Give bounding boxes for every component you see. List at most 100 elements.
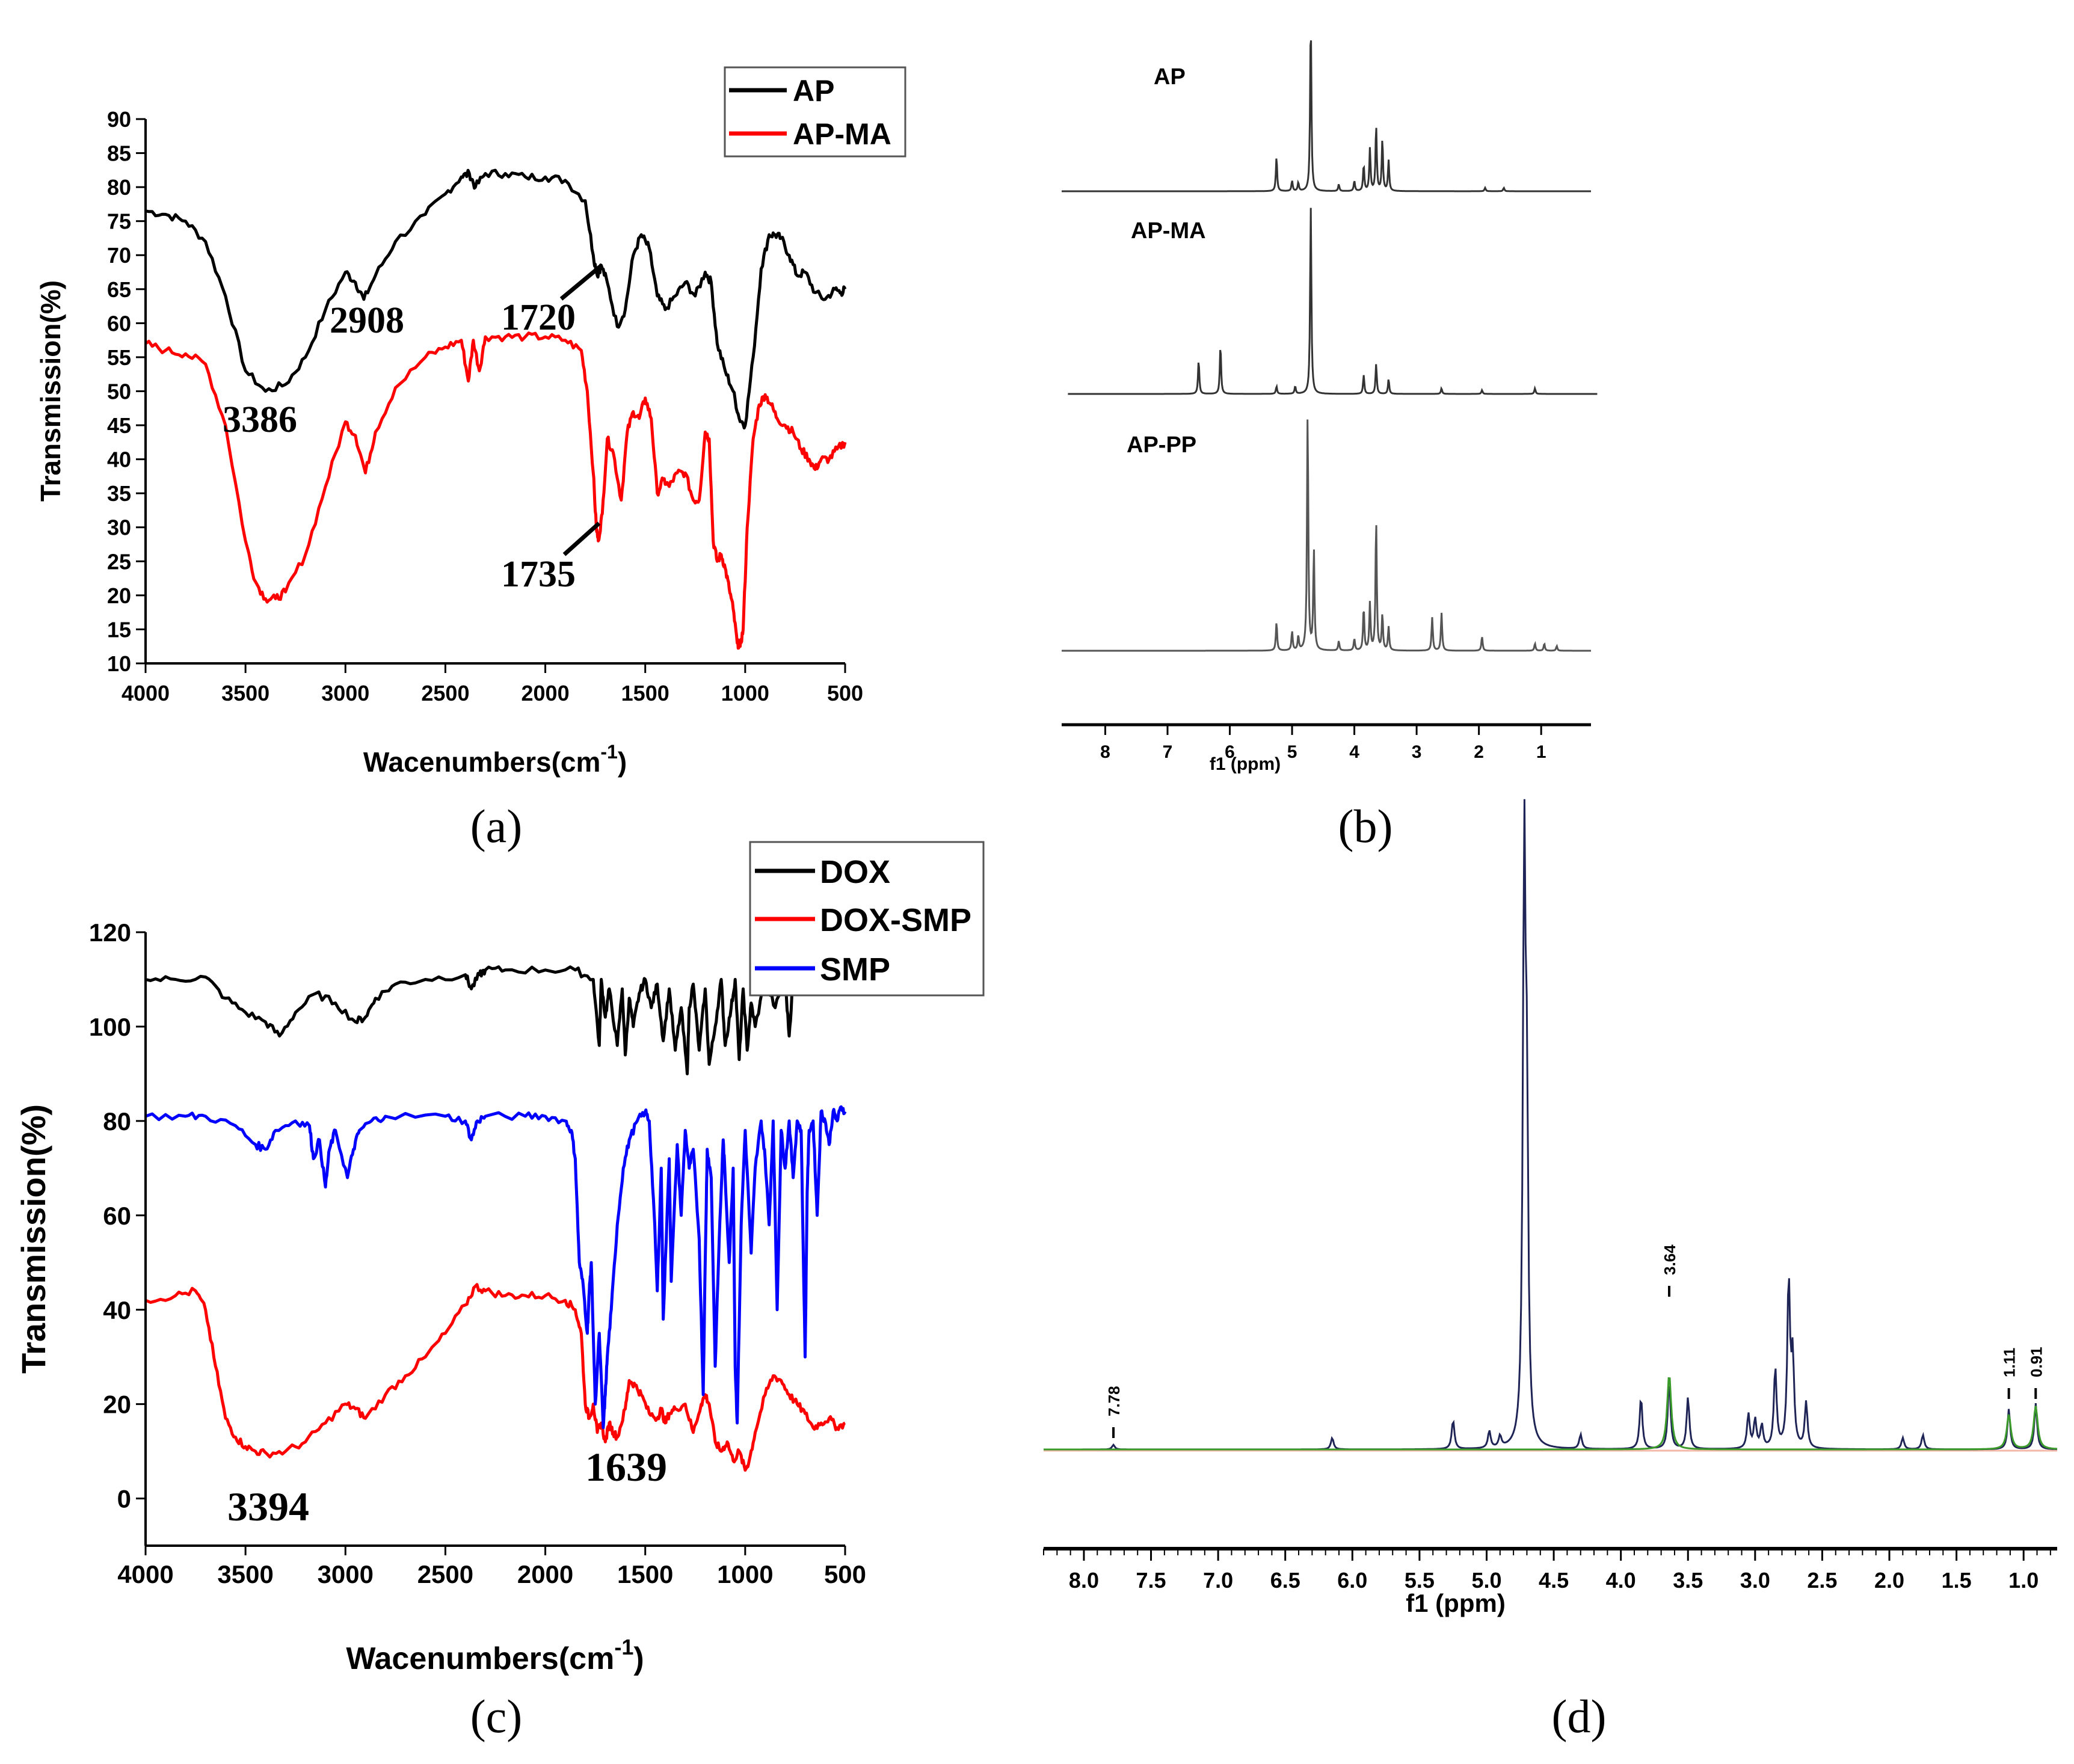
panel-a-xtick-label-2000: 2000 (522, 681, 570, 705)
panel-d-tick-label-3.5: 3.5 (1673, 1568, 1703, 1593)
panel-d-trace-fit (1044, 1377, 2058, 1451)
panel-b-trace-ap-pp (1062, 419, 1591, 652)
panel-b-tick-label-4: 4 (1349, 742, 1359, 762)
panel-c-line-dox (145, 965, 846, 1075)
panel-a-ytick-label-75: 75 (107, 209, 131, 234)
panel-a-xtick-label-1000: 1000 (721, 681, 769, 705)
panel-a-tick-labels: 4000 3500 3000 2500 2000 1500 1000 500 10 15 20 25 3… (107, 107, 863, 705)
panel-a-series (144, 168, 847, 650)
panel-a-ftir-ap: 4000 3500 3000 2500 2000 1500 1000 500 10 15 20 25 3… (35, 66, 906, 852)
panel-d-tick-label-1.0: 1.0 (2008, 1568, 2039, 1593)
panel-b-label-apma: AP-MA (1131, 218, 1206, 244)
annotation-2908: 2908 (330, 300, 404, 341)
panel-c-xtick-label-500: 500 (824, 1560, 866, 1588)
panel-a-ytick-label-85: 85 (107, 141, 131, 166)
panel-a-ytick-label-80: 80 (107, 175, 131, 200)
panel-c-xtick-label-1000: 1000 (717, 1560, 773, 1588)
panel-c-line-dox-smp (145, 1283, 846, 1472)
panel-c-caption: (c) (470, 1690, 523, 1742)
panel-d-tick-label-3.0: 3.0 (1740, 1568, 1770, 1593)
annotation-1639: 1639 (585, 1444, 667, 1490)
panel-c-annotations: 3394 1639 (227, 1444, 667, 1529)
annotation-3394: 3394 (227, 1484, 309, 1529)
panel-c-xtick-label-2500: 2500 (417, 1560, 473, 1588)
panel-c-x-label: Wacenumbers(cm-1) (346, 1635, 644, 1676)
panel-d-spectrum (1044, 799, 2058, 1451)
panel-c-ytick-label-60: 60 (103, 1202, 131, 1230)
panel-d-peak-label-7.78: 7.78 (1105, 1386, 1123, 1416)
panel-d-tick-label-2.5: 2.5 (1807, 1568, 1837, 1593)
panel-c-ticks (136, 931, 846, 1555)
panel-a-ytick-label-55: 55 (107, 345, 131, 370)
panel-a-ytick-label-65: 65 (107, 277, 131, 302)
panel-b-tick-label-6: 6 (1225, 742, 1235, 762)
panel-c-ytick-label-80: 80 (103, 1107, 131, 1136)
panel-b-trace-ap (1062, 40, 1591, 192)
panel-c-legend-dox: DOX (820, 854, 890, 890)
panel-d-tick-label-7.0: 7.0 (1203, 1568, 1233, 1593)
panel-d-tick-label-1.5: 1.5 (1942, 1568, 1972, 1593)
panel-c-xtick-label-3000: 3000 (318, 1560, 374, 1588)
panel-c-legend: DOX DOX-SMP SMP (749, 841, 985, 997)
panel-a-ticks (136, 118, 846, 673)
panel-b-tick-label-1: 1 (1536, 742, 1546, 762)
panel-a-ytick-label-30: 30 (107, 515, 131, 540)
panel-c-line-smp (145, 1105, 847, 1430)
panel-d-peak-label-0.91: 0.91 (2027, 1347, 2045, 1377)
panel-b-trace-ap-ma (1068, 207, 1598, 395)
panel-a-ytick-label-70: 70 (107, 243, 131, 268)
panel-d-caption: (d) (1552, 1690, 1607, 1742)
panel-d-tick-label-5.5: 5.5 (1405, 1568, 1435, 1593)
panel-a-legend-apma: AP-MA (793, 117, 891, 151)
panel-c-xtick-label-1500: 1500 (617, 1560, 673, 1588)
panel-a-ytick-label-60: 60 (107, 311, 131, 336)
panel-c-tick-labels: 4000 3500 3000 2500 2000 1500 1000 500 0 20 40 60 80… (89, 918, 866, 1588)
panel-c-ytick-label-0: 0 (117, 1485, 131, 1513)
panel-a-annotations: 3386 2908 1720 1735 (223, 265, 602, 595)
panel-a-xtick-label-3500: 3500 (221, 681, 269, 705)
panel-c-ytick-label-120: 120 (89, 918, 131, 947)
panel-d-ticks: 8.0 7.5 7.0 6.5 6.0 5.5 5.0 4.5 4.0 3.5 3.0 2.5 2.0 1… (1043, 1549, 2051, 1593)
panel-c-legend-smp: SMP (820, 951, 890, 988)
panel-a-line-ap-ma (144, 331, 847, 650)
panel-a-xtick-label-4000: 4000 (122, 681, 170, 705)
annotation-3386: 3386 (223, 399, 297, 440)
panel-b-tick-label-7: 7 (1163, 742, 1173, 762)
panel-d-tick-label-6.5: 6.5 (1270, 1568, 1300, 1593)
panel-c-ytick-label-100: 100 (89, 1013, 131, 1041)
panel-a-caption: (a) (470, 800, 523, 852)
panel-c-y-label: Transmission(%) (14, 1104, 52, 1374)
panel-d-peak-label-1.11: 1.11 (2001, 1348, 2019, 1377)
panel-a-ytick-label-45: 45 (107, 413, 131, 438)
panel-d-tick-label-6.0: 6.0 (1337, 1568, 1367, 1593)
panel-c-legend-doxsmp: DOX-SMP (820, 902, 971, 938)
panel-a-x-label: Wacenumbers(cm-1) (363, 741, 627, 778)
panel-a-ytick-label-15: 15 (107, 617, 131, 642)
panel-a-xtick-label-1500: 1500 (621, 681, 669, 705)
panel-b-tick-label-2: 2 (1474, 742, 1484, 762)
panel-b-label-appp: AP-PP (1127, 432, 1196, 458)
panel-d-tick-label-4.5: 4.5 (1539, 1568, 1569, 1593)
panel-a-y-label: Transmission(%) (35, 280, 66, 502)
annotation-1720-leader (559, 265, 602, 301)
annotation-1720: 1720 (501, 297, 576, 338)
panel-d-nmr: 7.78 3.64 1.11 0.91 8.0 7.5 7.0 6.5 6.0 5.5 5.0 4.… (1043, 799, 2058, 1742)
panel-d-tick-label-8.0: 8.0 (1069, 1568, 1099, 1593)
panel-c-xtick-label-4000: 4000 (117, 1560, 173, 1588)
panel-a-xtick-label-2500: 2500 (421, 681, 469, 705)
panel-b-x-label: f1 (ppm) (1210, 754, 1281, 774)
panel-a-legend: AP AP-MA (724, 66, 906, 158)
panel-a-line-ap (145, 168, 847, 430)
panel-c-ytick-label-20: 20 (103, 1391, 131, 1419)
panel-a-legend-ap: AP (793, 74, 834, 108)
panel-b-tick-label-3: 3 (1412, 742, 1422, 762)
panel-d-tick-label-7.5: 7.5 (1136, 1568, 1166, 1593)
panel-a-ytick-label-35: 35 (107, 481, 131, 506)
panel-c-ytick-label-40: 40 (103, 1296, 131, 1324)
panel-a-ytick-label-40: 40 (107, 447, 131, 472)
panel-b-tick-label-8: 8 (1100, 742, 1110, 762)
panel-d-tick-label-4.0: 4.0 (1606, 1568, 1636, 1593)
annotation-1735-leader (562, 521, 601, 556)
panel-d-x-label: f1 (ppm) (1406, 1589, 1506, 1617)
